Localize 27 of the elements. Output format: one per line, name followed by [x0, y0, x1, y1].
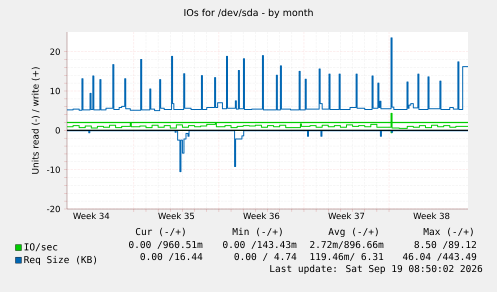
- x-tick-label: Week 35: [158, 212, 194, 220]
- text: 0.00 /960.51m: [129, 240, 202, 249]
- text: 46.04 /443.49: [402, 252, 476, 261]
- text: 2.72m/896.66m: [310, 240, 384, 249]
- x-tick-label: Week 37: [328, 212, 364, 220]
- y-tick-label: -20: [46, 206, 60, 212]
- text: 0.00 /143.43m: [223, 240, 296, 249]
- y-tick-label: 20: [50, 48, 60, 55]
- legend-label: IO/sec: [24, 243, 58, 252]
- text: Last update: Sat Sep 19 08:50:02 2026: [270, 264, 482, 274]
- text: 8.50 /89.12: [414, 240, 476, 249]
- chart-title: IOs for /dev/sda - by month: [184, 8, 313, 18]
- y-tick-label: 0: [56, 127, 60, 134]
- x-tick-label: Week 38: [413, 212, 450, 220]
- y-tick-label: -10: [46, 166, 60, 173]
- text: Cur (-/+): [136, 228, 185, 236]
- text: Min (-/+): [232, 228, 282, 236]
- y-axis-title: Units read (-) / write (+): [32, 67, 40, 174]
- x-tick-label: Week 36: [243, 212, 280, 220]
- text: 119.46m/ 6.31: [310, 252, 384, 261]
- y-tick-label: 10: [50, 88, 60, 94]
- x-tick-label: Week 34: [73, 212, 110, 220]
- text: Max (-/+): [424, 228, 473, 236]
- legend-label: Req Size (KB): [24, 256, 96, 266]
- text: 0.00 / 4.74: [234, 252, 296, 261]
- text: 0.00 /16.44: [140, 252, 202, 261]
- text: Avg (-/+): [328, 228, 378, 238]
